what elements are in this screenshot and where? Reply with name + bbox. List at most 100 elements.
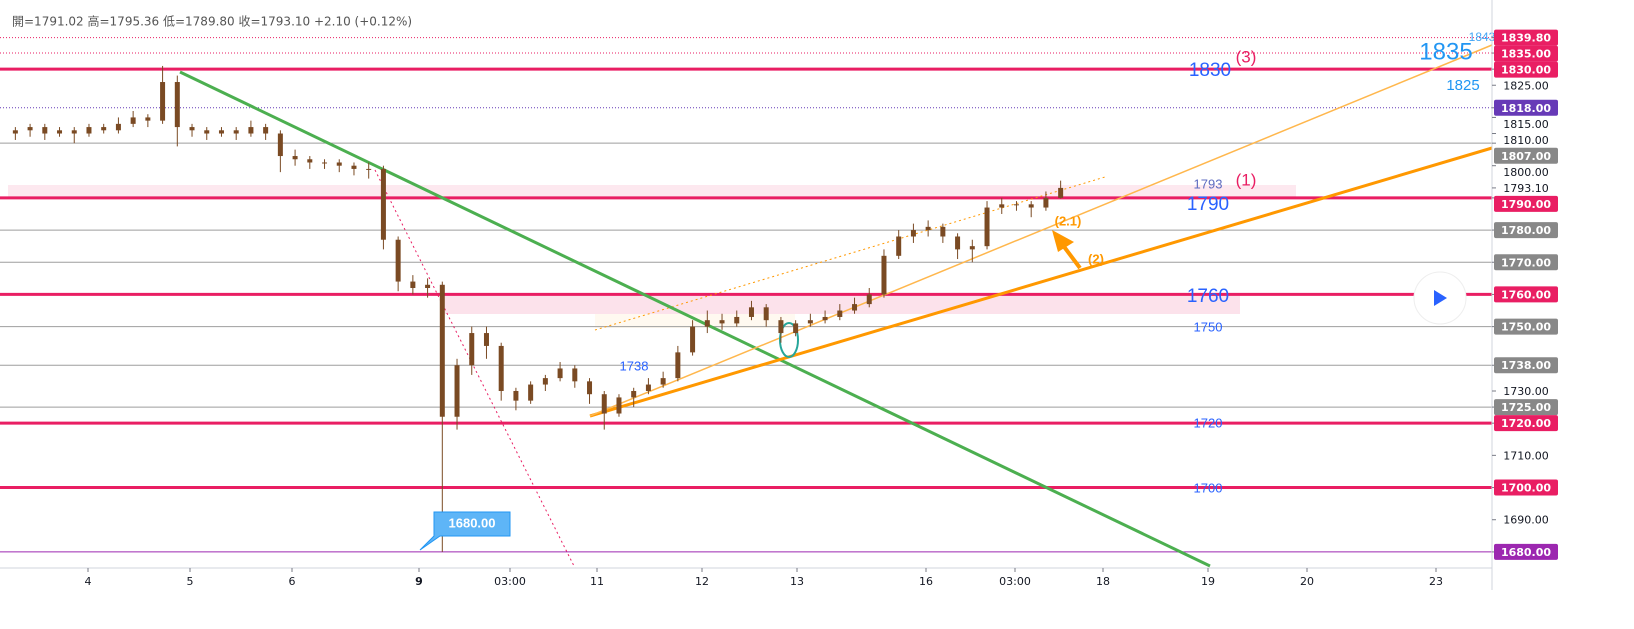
y-tick-label: 1730.00 [1503,385,1549,398]
candle-body [572,368,578,382]
candle-body [704,320,710,327]
price-label: 1770.00 [1501,256,1551,269]
candle-body [336,162,342,166]
trend-line [589,44,1493,417]
price-label-bg [1494,29,1558,46]
annotation: 1835 [1419,38,1472,65]
x-tick-label: 03:00 [494,575,526,588]
trend-line [374,169,576,569]
annotation: 1843 [1469,30,1496,44]
x-axis: 4 5 6 9 03:00 11 12 13 16 03:00 18 19 20 23 [85,568,1443,588]
candle-body [719,320,725,324]
candle-body [940,226,946,237]
candle-body [174,82,180,128]
candle-body [307,159,313,163]
candle-body [881,255,887,295]
price-label: 1760.00 [1501,288,1551,301]
x-tick-label: 5 [187,575,194,588]
x-tick-label: 18 [1096,575,1110,588]
candle-body [557,368,563,379]
annotation: (2) [1088,251,1104,266]
candle-body [690,326,696,353]
candle-body [263,127,269,134]
candle-body [498,345,504,391]
candle-body [1028,204,1034,208]
candle-body [910,230,916,237]
candle-body [852,304,858,311]
zones [8,185,1296,328]
price-label-bg [1494,318,1558,335]
trend-line [179,70,1211,568]
price-label-bg [1494,99,1558,116]
candle-body [145,117,151,121]
candle-body [130,117,136,124]
candle-body [528,384,534,401]
candle-body [587,381,593,395]
arrow-head [1052,230,1074,252]
candle-body [204,130,210,134]
candle-body [969,246,975,250]
callout-label: 1680.00 [449,515,496,530]
candle-body [42,127,48,134]
price-label-bg [1494,415,1558,432]
callout [419,511,511,551]
annotation: (2.1) [1055,213,1082,228]
x-tick-label: 11 [590,575,604,588]
drawings [179,44,1493,569]
annotation: (1) [1236,170,1257,189]
price-label: 1750.00 [1501,321,1551,334]
play-button[interactable] [1413,271,1467,325]
candle-body [734,316,740,324]
candle-body [380,168,386,240]
candle-body [410,281,416,288]
annotation: (3) [1236,47,1257,66]
candle-body [999,204,1005,208]
annotation: 1720 [1194,415,1223,430]
candle-body [1013,204,1019,206]
candle-body [454,365,460,417]
price-label: 1807.00 [1501,150,1551,163]
x-tick-label: 6 [289,575,296,588]
price-label: 1830.00 [1501,64,1551,77]
x-tick-label: 4 [85,575,92,588]
x-tick-label: 12 [695,575,709,588]
candle-body [71,130,77,134]
y-tick-label: 1825.00 [1503,80,1549,93]
levels [0,37,1492,553]
price-label-bg [1494,357,1558,374]
play-icon[interactable] [1434,290,1447,306]
candle-body [601,394,607,414]
price-label-bg [1494,254,1558,271]
candle-body [292,156,298,160]
candle-body [1058,187,1064,198]
candle-body [793,323,799,334]
candle-body [101,127,107,131]
candle-body [822,316,828,321]
annotation: 1760 [1187,286,1229,307]
candle-body [322,162,328,164]
y-tick-label: 1690.00 [1503,514,1549,527]
price-label: 1725.00 [1501,401,1551,414]
candle-body [1043,197,1049,208]
price-label-bg [1494,222,1558,239]
candle-body [439,284,445,417]
price-label-bg [1494,399,1558,416]
candle-body [631,390,637,398]
price-label: 1818.00 [1501,102,1551,115]
x-tick-label: 13 [790,575,804,588]
y-tick-label: 1810.00 [1503,134,1549,147]
candle-body [748,307,754,317]
annotation: 1750 [1194,319,1223,334]
price-label: 1738.00 [1501,359,1551,372]
x-tick-label: 19 [1201,575,1215,588]
zone [445,294,1240,314]
trend-line [589,146,1493,418]
candle-body [896,236,902,256]
x-tick-label: 9 [415,575,423,588]
candle-body [115,123,121,131]
annotations: 1830 (3) 1843 1835 1825 1793 (1) 1790 (2… [419,30,1496,551]
candles [12,65,1064,552]
candle-body [866,294,872,305]
candle-body [837,310,843,317]
